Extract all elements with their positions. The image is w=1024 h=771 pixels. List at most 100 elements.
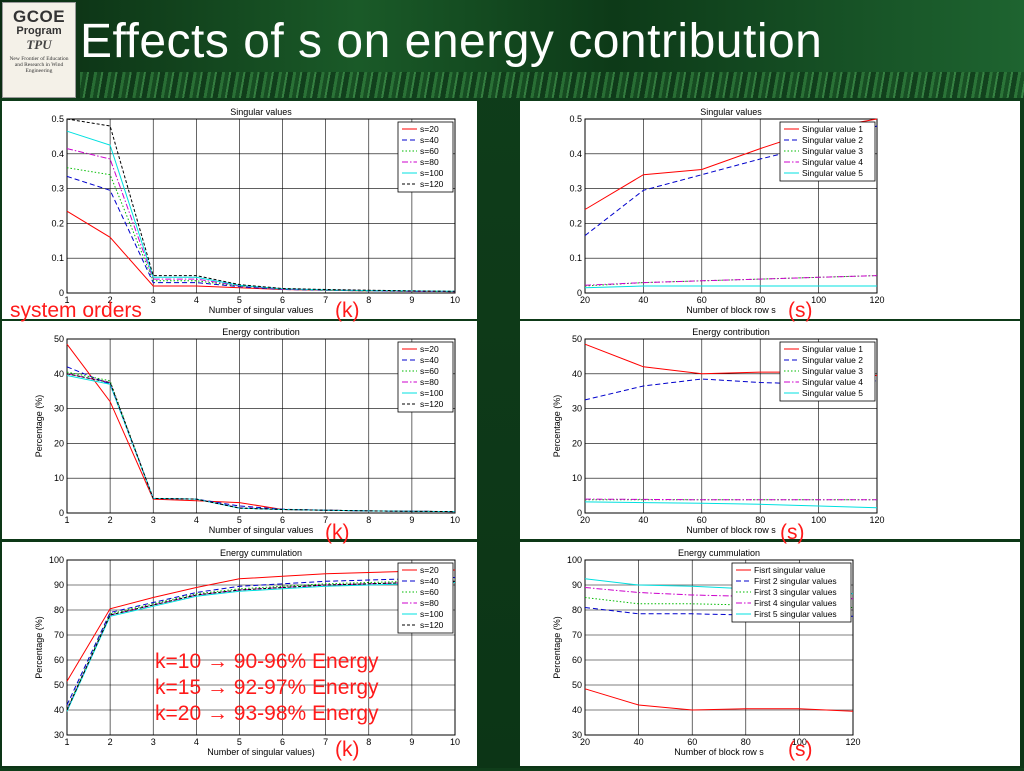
chart-4-y-axis-label: Percentage (%) (34, 616, 44, 679)
chart-3-y-axis-label: Percentage (%) (552, 395, 562, 458)
chart-0-series-4-line (66, 130, 456, 292)
chart-1-x-tick-label: 120 (869, 295, 884, 305)
chart-0-title: Singular values (230, 107, 292, 117)
chart-4-series-4-line (66, 582, 456, 712)
chart-4-x-tick-label: 6 (280, 737, 285, 747)
chart-0-x-tick-label: 3 (151, 295, 156, 305)
chart-5-x-tick-label: 40 (634, 737, 644, 747)
chart-5-y-tick-label: 60 (572, 655, 582, 665)
chart-0-x-tick-label: 8 (366, 295, 371, 305)
chart-2-legend-label: s=100 (420, 388, 444, 398)
k-label-row3: (k) (335, 738, 360, 761)
chart-5-legend-label: First 2 singular values (754, 576, 837, 586)
chart-4-legend-label: s=80 (420, 598, 439, 608)
chart-0-legend-label: s=100 (420, 168, 444, 178)
chart-0-series-1-line (66, 175, 456, 293)
chart-1-axes-frame (584, 118, 878, 294)
chart-5-legend-label: First 3 singular values (754, 587, 837, 597)
chart-3-x-tick-label: 80 (755, 515, 765, 525)
chart-4-series-5-line (66, 580, 456, 711)
chart-3-y-tick-label: 10 (572, 473, 582, 483)
chart-4-series-0-line (66, 569, 456, 682)
logo-line-1: GCOE (12, 7, 66, 26)
chart-4-x-tick-label: 9 (409, 737, 414, 747)
chart-2-x-tick-label: 7 (323, 515, 328, 525)
chart-5-legend-box (731, 562, 852, 623)
chart-0-legend-label: s=60 (420, 146, 439, 156)
chart-0-y-tick-label: 0.3 (51, 184, 64, 194)
chart-4-x-axis-label: Number of singular values) (207, 747, 315, 757)
chart-4-x-tick-label: 3 (151, 737, 156, 747)
chart-0-legend-label: s=120 (420, 179, 444, 189)
chart-0-x-tick-label: 1 (64, 295, 69, 305)
chart-5-x-tick-label: 80 (741, 737, 751, 747)
chart-1-y-tick-label: 0.4 (569, 149, 582, 159)
chart-svg: Energy cummulation 20 40 60 80 100 120 30 40 50 60… (552, 548, 861, 757)
chart-0-x-tick-label: 10 (450, 295, 460, 305)
chart-2-x-tick-label: 8 (366, 515, 371, 525)
chart-5-y-tick-label: 100 (567, 555, 582, 565)
chart-0-legend-box (397, 121, 454, 193)
chart-panel-cummulation-k: Energy cummulation 1 2 3 4 5 6 7 8 9 10 30 40 50 60 70 8… (2, 542, 477, 766)
chart-5-y-tick-label: 80 (572, 605, 582, 615)
chart-2-y-tick-label: 20 (54, 438, 64, 448)
chart-3-y-tick-label: 30 (572, 404, 582, 414)
chart-svg: Singular values 1 2 3 4 5 6 7 8 9 10 0 0.1 0.2 0.3 0.4 0… (51, 107, 460, 315)
chart-0-x-tick-label: 6 (280, 295, 285, 305)
logo-tagline: New Frontier of Education and Research i… (9, 56, 69, 74)
chart-5-y-axis-label: Percentage (%) (552, 616, 562, 679)
chart-4-x-tick-label: 5 (237, 737, 242, 747)
s-label-row1: (s) (788, 299, 813, 322)
chart-5-legend-label: Fisrt singular value (754, 565, 826, 575)
logo-line-3: TPU (26, 37, 52, 52)
chart-2-y-tick-label: 30 (54, 404, 64, 414)
chart-4-axes-frame (66, 559, 456, 736)
chart-4-x-tick-label: 7 (323, 737, 328, 747)
chart-4-y-tick-label: 80 (54, 605, 64, 615)
chart-5-legend-label: First 5 singular values (754, 609, 837, 619)
chart-2-y-tick-label: 50 (54, 334, 64, 344)
chart-3-series-1-line (584, 378, 878, 401)
chart-5-x-tick-label: 20 (580, 737, 590, 747)
chart-4-x-tick-label: 8 (366, 737, 371, 747)
chart-svg: Energy contribution 1 2 3 4 5 6 7 8 9 10 0 10 20 30 40 5… (34, 327, 460, 535)
chart-0-y-tick-label: 0 (59, 288, 64, 298)
chart-5-x-tick-label: 60 (687, 737, 697, 747)
chart-1-y-tick-label: 0 (577, 288, 582, 298)
chart-svg: Energy contribution 20 40 60 80 100 120 0 10 20 30… (552, 327, 885, 535)
slide-title: Effects of s on energy contribution (80, 15, 823, 68)
chart-3-legend-label: Singular value 2 (802, 355, 863, 365)
chart-4-x-tick-label: 4 (194, 737, 199, 747)
chart-panel-singular-s: Singular values 20 40 60 80 100 120 0 0.1 0.2 0.3 0… (520, 101, 1020, 319)
chart-2-x-tick-label: 6 (280, 515, 285, 525)
chart-2-series-5-line (66, 373, 456, 513)
chart-2-title: Energy contribution (222, 327, 300, 337)
chart-2-x-tick-label: 1 (64, 515, 69, 525)
chart-0-y-tick-label: 0.4 (51, 149, 64, 159)
chart-1-x-tick-label: 100 (811, 295, 826, 305)
chart-4-legend-label: s=40 (420, 576, 439, 586)
chart-4-y-tick-label: 30 (54, 730, 64, 740)
chart-2-series-1-line (66, 366, 456, 513)
chart-panel-singular-k: Singular values 1 2 3 4 5 6 7 8 9 10 0 0.1 0.2 0.3 0.4 0… (2, 101, 477, 319)
chart-1-title: Singular values (700, 107, 762, 117)
chart-0-x-tick-label: 2 (108, 295, 113, 305)
chart-panel-cummulation-s: Energy cummulation 20 40 60 80 100 120 30 40 50 60… (520, 542, 1020, 766)
chart-2-series-2-line (66, 371, 456, 513)
chart-0-axes-frame (66, 118, 456, 294)
chart-2-x-tick-label: 3 (151, 515, 156, 525)
logo-line-2: Program (16, 25, 62, 37)
chart-3-y-tick-label: 20 (572, 438, 582, 448)
chart-2-x-tick-label: 5 (237, 515, 242, 525)
chart-2-series-3-line (66, 373, 456, 513)
energy-note-k20: k=20 → 93-98% Energy (155, 702, 379, 725)
chart-1-y-tick-label: 0.1 (569, 253, 582, 263)
chart-3-axes-frame (584, 338, 878, 514)
chart-3-y-tick-label: 50 (572, 334, 582, 344)
chart-3-series-4-line (584, 501, 878, 509)
chart-4-series-1-line (66, 577, 456, 706)
chart-3-title: Energy contribution (692, 327, 770, 337)
chart-5-y-tick-label: 90 (572, 580, 582, 590)
chart-1-x-tick-label: 80 (755, 295, 765, 305)
chart-3-x-tick-label: 120 (869, 515, 884, 525)
